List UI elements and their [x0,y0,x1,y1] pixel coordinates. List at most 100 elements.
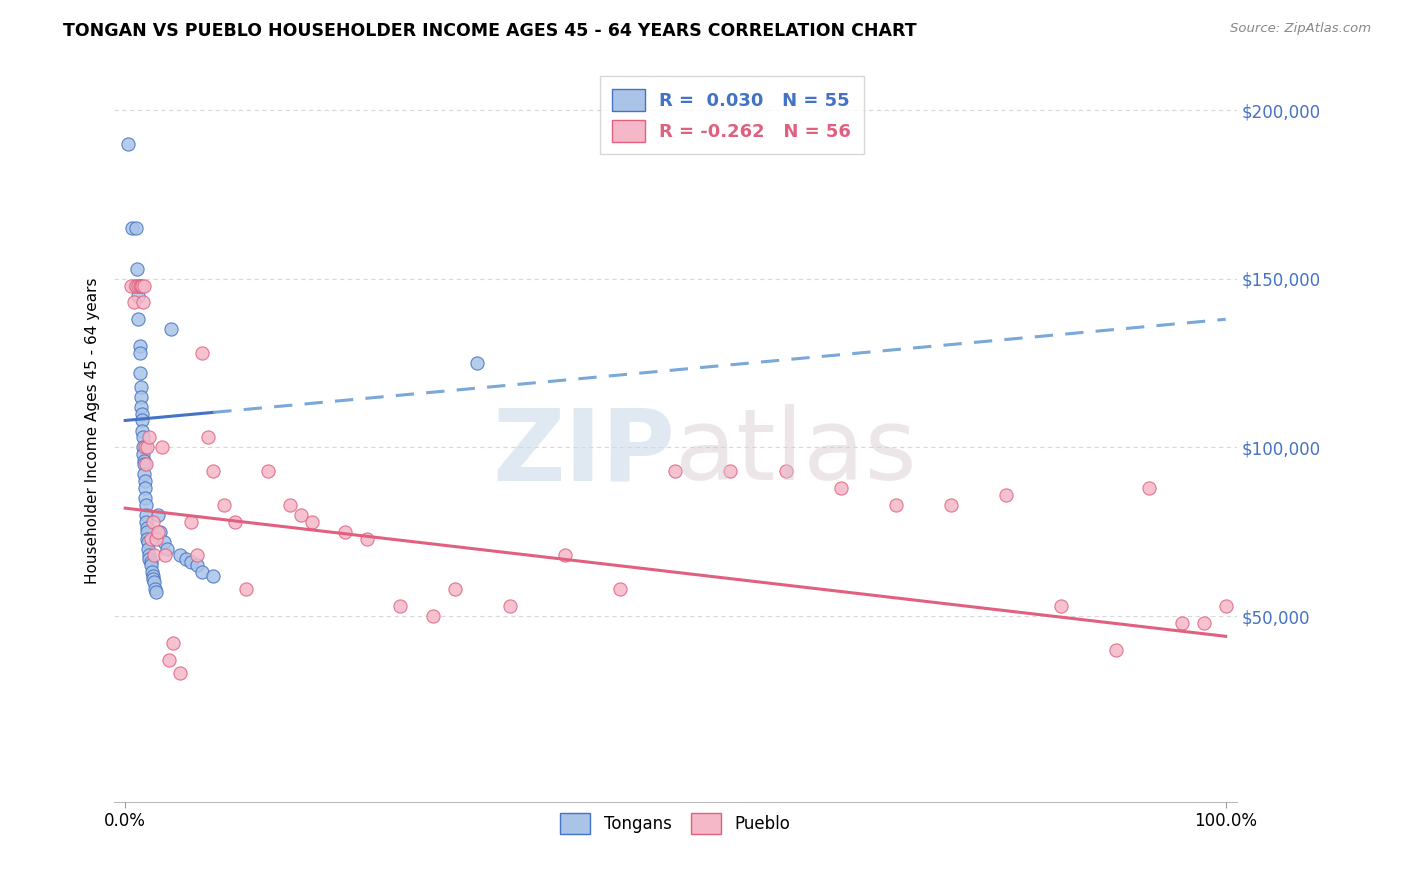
Point [554,549,576,563]
Point [131,407,153,421]
Point [609,582,631,596]
Point [136,534,159,549]
Point [142,549,165,563]
Point [128,339,150,353]
Point [1215,599,1237,613]
Point [134,441,156,455]
Point [136,524,159,539]
Point [994,488,1017,502]
Point [139,555,162,569]
Point [128,346,150,360]
Point [127,261,149,276]
Point [136,532,159,546]
Point [153,549,176,563]
Legend: Tongans, Pueblo: Tongans, Pueblo [548,802,803,846]
Point [128,278,150,293]
Point [1192,615,1215,630]
Point [132,278,155,293]
Point [132,454,155,468]
Point [202,568,225,582]
Point [148,508,170,522]
Point [212,498,235,512]
Text: TONGAN VS PUEBLO HOUSEHOLDER INCOME AGES 45 - 64 YEARS CORRELATION CHART: TONGAN VS PUEBLO HOUSEHOLDER INCOME AGES… [63,22,917,40]
Point [136,541,159,556]
Point [117,136,139,151]
Point [1170,615,1192,630]
Point [467,356,489,370]
Point [135,515,157,529]
Point [224,515,246,529]
Point [125,278,148,293]
Point [150,441,173,455]
Point [142,568,165,582]
Point [186,558,208,573]
Point [169,549,191,563]
Point [335,524,357,539]
Point [134,474,156,488]
Point [139,532,162,546]
Point [1137,481,1160,495]
Point [444,582,467,596]
Point [128,366,150,380]
Point [141,566,163,580]
Point [142,572,165,586]
Point [138,551,160,566]
Point [169,666,191,681]
Point [132,430,155,444]
Point [1049,599,1071,613]
Point [775,464,797,478]
Point [257,464,280,478]
Point [121,221,143,235]
Point [160,322,183,336]
Point [235,582,257,596]
Point [129,380,152,394]
Text: Source: ZipAtlas.com: Source: ZipAtlas.com [1230,22,1371,36]
Point [132,467,155,482]
Point [202,464,225,478]
Point [180,515,202,529]
Point [124,278,146,293]
Point [186,549,208,563]
Point [162,636,184,650]
Text: ZIP: ZIP [492,404,675,501]
Point [356,532,378,546]
Point [120,278,142,293]
Point [132,447,155,461]
Text: atlas: atlas [675,404,917,501]
Point [389,599,412,613]
Point [1104,642,1126,657]
Point [132,295,155,310]
Point [139,558,162,573]
Point [664,464,686,478]
Point [191,566,214,580]
Point [131,424,153,438]
Point [132,441,155,455]
Point [132,458,155,472]
Point [156,541,179,556]
Point [197,430,219,444]
Point [191,346,214,360]
Point [125,221,148,235]
Point [129,400,152,414]
Point [127,312,149,326]
Point [148,524,170,539]
Point [134,491,156,505]
Point [127,278,149,293]
Point [422,609,444,624]
Point [131,413,153,427]
Point [122,295,145,310]
Point [134,481,156,495]
Point [290,508,312,522]
Point [138,430,160,444]
Point [939,498,962,512]
Point [129,278,152,293]
Y-axis label: Householder Income Ages 45 - 64 years: Householder Income Ages 45 - 64 years [86,277,100,584]
Point [129,390,152,404]
Point [884,498,907,512]
Point [301,515,323,529]
Point [143,582,166,596]
Point [136,441,159,455]
Point [830,481,852,495]
Point [127,288,149,302]
Point [174,551,197,566]
